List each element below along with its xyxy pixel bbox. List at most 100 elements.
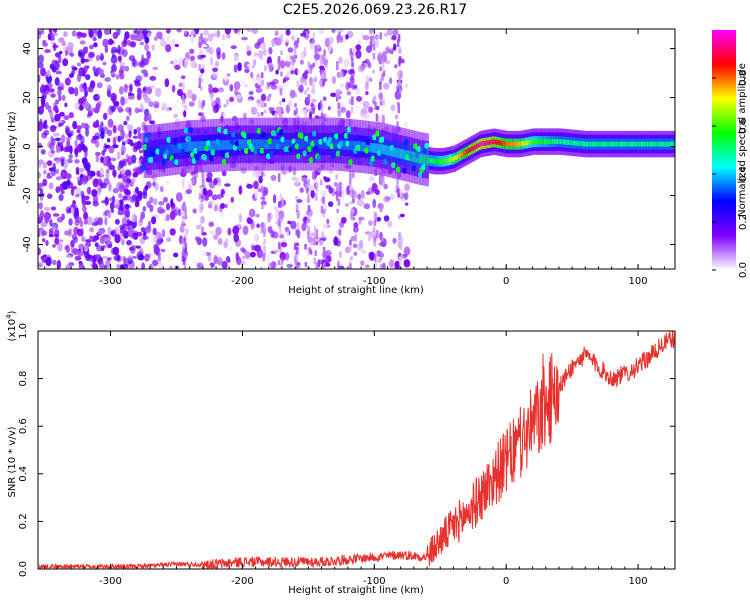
spectrogram-cell <box>60 172 65 178</box>
spectrogram-cell <box>279 263 283 269</box>
spectrogram-cell <box>182 218 185 225</box>
spectrogram-cell <box>86 186 92 195</box>
spectrogram-cell <box>169 228 176 236</box>
spectrogram-cell <box>155 87 162 98</box>
spectrogram-cell <box>333 139 336 149</box>
spectrogram-cell <box>242 225 249 235</box>
spectrogram-cell <box>381 57 384 65</box>
spectrogram-cell <box>368 220 373 227</box>
spectrogram-cell <box>534 139 537 144</box>
spectrogram-cell <box>333 236 339 246</box>
spectrogram-cell <box>200 205 203 214</box>
spectrogram-cell <box>75 167 80 172</box>
spectrogram-cell <box>58 194 64 201</box>
spectrogram-cell <box>351 58 354 67</box>
spectrogram-cell <box>182 202 186 207</box>
spectrogram-cell <box>304 90 307 95</box>
spectrogram-cell <box>307 250 310 256</box>
spectrogram-cell <box>307 227 311 235</box>
spectrogram-cell <box>40 210 44 220</box>
spectrogram-cell <box>41 67 46 76</box>
spectrogram-cell <box>632 141 635 147</box>
spectrogram-cell <box>447 157 450 163</box>
spectrogram-cell <box>338 56 343 64</box>
spectrogram-cell <box>461 151 464 157</box>
spectrogram-cell <box>153 243 159 250</box>
spectrogram-cell <box>114 218 120 225</box>
spectrogram-cell <box>307 225 310 231</box>
spectrogram-cell <box>49 142 55 151</box>
spectrogram-cell <box>107 243 113 249</box>
spectrogram-cell <box>57 242 63 252</box>
spectrogram-cell <box>138 149 144 154</box>
spectrogram-cell <box>418 153 422 164</box>
spectrogram-cell <box>209 155 215 162</box>
spectrogram-cell <box>119 69 125 74</box>
spectrogram-cell <box>314 67 321 73</box>
spectrogram-cell <box>151 216 157 225</box>
snr-y-scale: (x104) <box>5 310 18 341</box>
spectrogram-cell <box>274 30 279 37</box>
spectrogram-cell <box>479 142 482 147</box>
y-tick-label: 0.4 <box>18 466 29 482</box>
spectrogram-cell <box>307 215 310 219</box>
spectrogram-cell <box>212 87 219 93</box>
spectrogram-cell <box>98 260 104 269</box>
spectrogram-cell <box>340 106 347 113</box>
spectrogram-cell <box>604 141 607 147</box>
spectrogram-cell <box>310 190 315 199</box>
spectrogram-cell <box>353 226 359 233</box>
spectrogram-cell <box>335 139 338 149</box>
spectrogram-cell <box>111 195 116 204</box>
spectrogram-cell <box>146 146 149 157</box>
spectrogram-cell <box>338 228 342 236</box>
spectrogram-cell <box>142 206 147 212</box>
spectrogram-cell <box>249 251 256 258</box>
spectrogram-cell <box>55 99 59 105</box>
spectrogram-cell <box>356 144 362 151</box>
spectrogram-cell <box>420 153 423 164</box>
spectrogram-cell <box>94 254 102 259</box>
spectrogram-cell <box>270 261 277 269</box>
spectrogram-cell <box>312 171 315 180</box>
spectrogram-cell <box>175 98 182 103</box>
spectrogram-cell <box>136 126 142 133</box>
spectrogram-cell <box>52 32 59 36</box>
spectrogram-cell <box>256 112 261 118</box>
spectrogram-cell <box>295 195 299 200</box>
spectrogram-cell <box>467 148 471 154</box>
spectrogram-cell <box>91 189 98 197</box>
x-tick-label: 100 <box>629 576 648 587</box>
spectrogram-cell <box>74 139 78 149</box>
spectrogram-cell <box>233 233 239 243</box>
spectrogram-cell <box>307 146 313 152</box>
spectrogram-cell <box>48 88 55 93</box>
spectrogram-cell <box>306 87 309 92</box>
spectrogram-cell <box>114 199 120 209</box>
spectrogram-cell <box>88 84 94 93</box>
spectrogram-cell <box>296 153 302 160</box>
spectrogram-cell <box>280 50 283 55</box>
spectrogram-cell <box>184 142 187 152</box>
spectrogram-cell <box>304 244 307 250</box>
spectrogram-cell <box>271 139 274 149</box>
spectrogram-cell <box>65 127 71 136</box>
spectrogram-cell <box>372 227 376 233</box>
spectrogram-cell <box>346 90 352 96</box>
spectrogram-cell <box>297 249 300 253</box>
spectrogram-cell <box>668 141 672 147</box>
spectrogram-cell <box>426 155 429 165</box>
spectrogram-cell <box>46 69 51 77</box>
spectrogram-cell <box>379 144 382 154</box>
spectrogram-cell <box>217 140 221 151</box>
spectrogram-cell <box>190 151 196 158</box>
spectrogram-cell <box>380 136 385 143</box>
spectrogram-cell <box>96 245 103 252</box>
spectrogram-cell <box>349 140 352 151</box>
spectrogram-cell <box>379 251 383 261</box>
spectrogram-cell <box>337 191 340 197</box>
spectrogram-cell <box>200 68 205 74</box>
y-tick-label: 0 <box>22 143 33 149</box>
spectrogram-cell <box>132 58 136 67</box>
spectrogram-cell <box>166 202 170 211</box>
